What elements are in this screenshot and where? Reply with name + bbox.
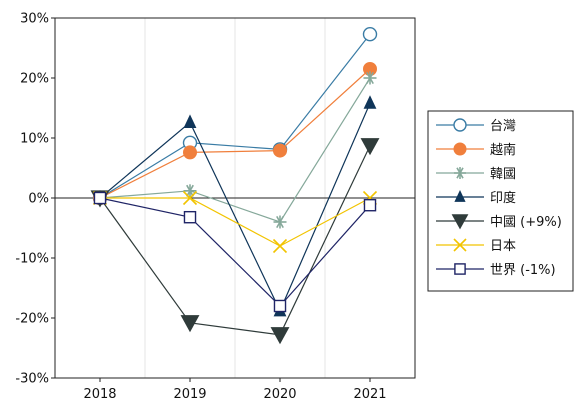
data-point	[363, 71, 377, 85]
data-point	[363, 198, 377, 212]
legend-marker	[454, 190, 466, 202]
series-line	[100, 197, 371, 247]
series-line	[99, 102, 371, 313]
data-point	[182, 190, 198, 206]
series-line	[99, 33, 371, 199]
legend-item: 台灣	[436, 118, 516, 134]
data-point	[273, 143, 287, 158]
legend-label: 越南	[490, 142, 516, 158]
series-6	[93, 191, 377, 313]
y-tick-label: 0%	[28, 192, 49, 207]
data-point	[362, 27, 378, 42]
data-point	[180, 315, 200, 333]
legend-item: 日本	[436, 238, 516, 254]
data-point	[273, 299, 287, 313]
data-point	[360, 138, 380, 156]
legend-marker	[453, 118, 467, 132]
y-tick-label: 30%	[20, 12, 49, 27]
y-tick-label: -10%	[15, 252, 49, 267]
legend-marker	[451, 214, 469, 230]
series	[90, 27, 380, 345]
y-tick-label: 20%	[20, 72, 49, 87]
y-tick-label: -20%	[15, 312, 49, 327]
legend-item: 中國 (+9%)	[436, 214, 562, 230]
legend-marker	[454, 263, 466, 275]
data-point	[272, 238, 288, 254]
data-point	[183, 114, 197, 128]
legend-item: 印度	[436, 190, 516, 206]
series-line	[99, 197, 371, 307]
x-tick-label: 2019	[173, 387, 206, 402]
legend-label: 台灣	[490, 119, 516, 134]
y-tick-label: 10%	[20, 132, 49, 147]
x-tick-label: 2020	[263, 387, 296, 402]
y-tick-label: -30%	[15, 372, 49, 387]
legend-label: 世界 (-1%)	[490, 263, 556, 278]
data-point	[183, 184, 197, 198]
data-point	[183, 210, 197, 224]
data-point	[273, 215, 287, 229]
series-line	[99, 77, 371, 223]
legend-box	[427, 110, 574, 292]
x-tick-label: 2018	[83, 387, 116, 402]
legend-marker	[453, 238, 467, 252]
x-tick-label: 2021	[353, 387, 386, 402]
data-point	[183, 145, 197, 160]
legend-marker	[454, 167, 466, 179]
legend-marker	[453, 142, 467, 156]
data-point	[270, 327, 290, 345]
legend-item: 韓國	[436, 167, 516, 182]
series-line	[99, 68, 371, 199]
legend-label: 印度	[490, 190, 516, 206]
legend-label: 韓國	[490, 167, 516, 182]
legend-item: 世界 (-1%)	[436, 263, 556, 278]
data-point	[93, 191, 107, 205]
legend-label: 日本	[490, 239, 516, 254]
legend-item: 越南	[436, 142, 516, 158]
legend-label: 中國 (+9%)	[490, 215, 562, 230]
axes: -30% -20% -10% 0% 10% 20% 30% 2018 2019 2020 2021	[15, 12, 416, 402]
data-point	[363, 95, 377, 109]
series-line	[99, 145, 371, 336]
